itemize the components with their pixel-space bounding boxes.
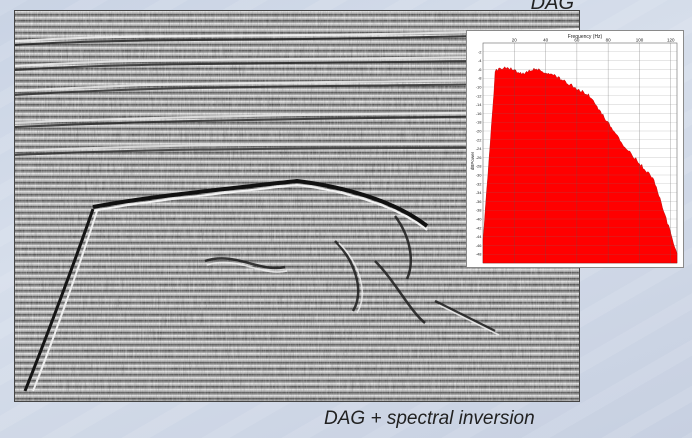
spectrum-y-tick-label: -20 — [476, 129, 483, 134]
spectrum-y-tick-label: -2 — [478, 49, 482, 54]
spectrum-y-tick-label: -46 — [476, 243, 483, 248]
spectrum-y-tick-label: -34 — [476, 190, 483, 195]
spectrum-y-tick-label: -48 — [476, 252, 483, 257]
spectrum-y-tick-label: -40 — [476, 217, 483, 222]
spectrum-y-tick-label: -30 — [476, 173, 483, 178]
spectrum-x-tick-label: 120 — [667, 38, 675, 43]
spectrum-x-tick-label: 60 — [574, 38, 580, 43]
spectrum-y-tick-label: -6 — [478, 67, 482, 72]
spectrum-y-tick-label: -42 — [476, 225, 483, 230]
spectrum-title: Frequency (Hz) — [568, 34, 603, 40]
spectrum-y-tick-label: -22 — [476, 137, 483, 142]
spectrum-x-tick-label: 80 — [606, 38, 612, 43]
spectrum-y-tick-label: -44 — [476, 234, 483, 239]
spectrum-x-tick-label: 20 — [512, 38, 518, 43]
amplitude-spectrum-panel: Frequency (Hz) dBPower 20 40 60 80 100 120 -2 -… — [466, 30, 684, 268]
spectrum-y-tick-label: -4 — [478, 58, 482, 63]
spectrum-y-tick-label: -26 — [476, 155, 483, 160]
spectrum-y-tick-label: -24 — [476, 146, 483, 151]
spectrum-y-tick-label: -10 — [476, 85, 483, 90]
spectrum-y-tick-label: -28 — [476, 164, 483, 169]
spectrum-y-axis-label: dBPower — [470, 151, 475, 170]
spectrum-y-tick-label: -36 — [476, 199, 483, 204]
spectrum-y-tick-label: -16 — [476, 111, 483, 116]
spectrum-x-tick-label: 40 — [543, 38, 549, 43]
bottom-caption: DAG + spectral inversion — [324, 408, 535, 430]
spectrum-x-tick-label: 100 — [636, 38, 644, 43]
spectrum-y-tick-label: -32 — [476, 181, 483, 186]
spectrum-y-tick-label: -8 — [478, 76, 482, 81]
spectrum-y-tick-label: -38 — [476, 208, 483, 213]
spectrum-y-tick-label: -14 — [476, 102, 483, 107]
spectrum-y-tick-label: -12 — [476, 93, 483, 98]
amplitude-spectrum-svg: Frequency (Hz) dBPower 20 40 60 80 100 120 -2 -… — [467, 31, 683, 267]
spectrum-y-tick-label: -18 — [476, 120, 483, 125]
